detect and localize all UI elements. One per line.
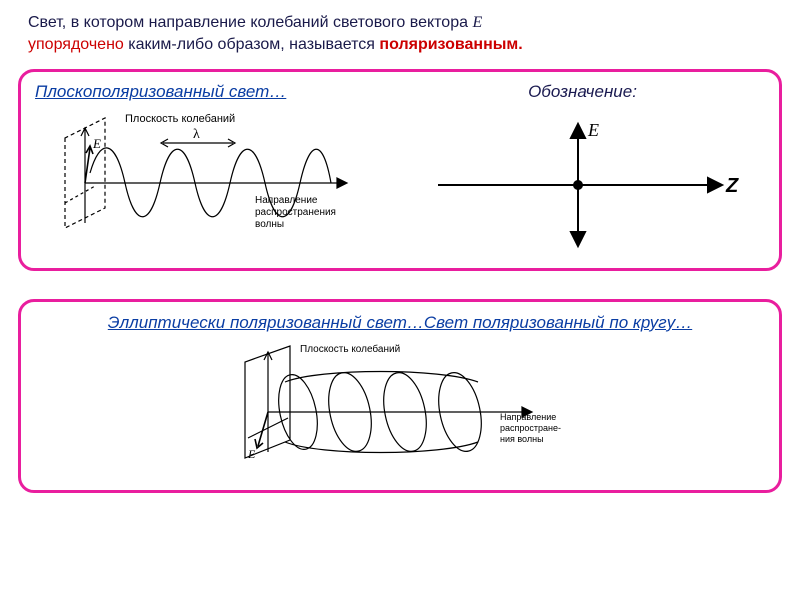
- header-E: E: [472, 14, 482, 31]
- symbol-E-label: E: [587, 120, 599, 140]
- header-red-a: упорядочено: [28, 36, 124, 53]
- axis-label-1: Направление: [255, 195, 318, 206]
- header-part1: Свет, в котором направление колебаний св…: [28, 14, 472, 31]
- header-dark-mid: каким-либо образом, называется: [124, 36, 380, 53]
- symbol-diagram: E Z: [418, 110, 748, 250]
- wave-E-label: E: [92, 136, 101, 151]
- spiral-plane-label: Плоскость колебаний: [300, 343, 400, 355]
- box-elliptical-polarized: Эллиптически поляризованный свет…Свет по…: [18, 299, 782, 493]
- header-red-b: поляризованным.: [379, 36, 522, 53]
- spiral-E-label: E: [247, 447, 256, 461]
- spiral-axis-2: распростране-: [500, 423, 561, 433]
- header-text: Свет, в котором направление колебаний св…: [18, 12, 782, 57]
- axis-label-3: волны: [255, 219, 284, 230]
- plane-polarized-title: Плоскополяризованный свет…: [35, 82, 400, 102]
- axis-label-2: распространения: [255, 207, 336, 218]
- spiral-axis-1: Направление: [500, 412, 556, 422]
- spiral-axis-3: ния волны: [500, 434, 544, 444]
- box-plane-polarized: Плоскополяризованный свет…: [18, 69, 782, 271]
- plane-label: Плоскость колебаний: [125, 113, 235, 125]
- wave-diagram: Плоскость колебаний E λ Направление расп…: [35, 108, 395, 258]
- symbol-title: Обозначение:: [400, 82, 765, 102]
- elliptical-title: Эллиптически поляризованный свет…Свет по…: [35, 312, 765, 334]
- spiral-diagram: Плоскость колебаний E Направление распро…: [190, 340, 610, 480]
- lambda-label: λ: [193, 127, 200, 142]
- symbol-Z-label: Z: [725, 175, 739, 197]
